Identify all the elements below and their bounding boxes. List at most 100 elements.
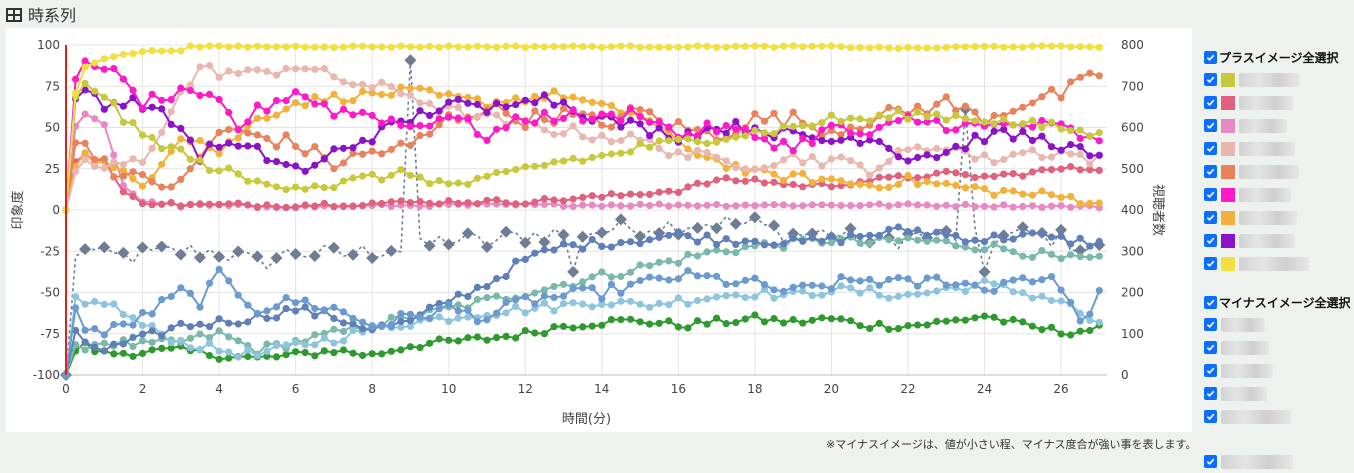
data-point-plus-olive: [445, 180, 453, 188]
checkbox-icon[interactable]: [1204, 341, 1217, 354]
data-point-plus-magenta: [693, 132, 702, 140]
data-point-plus-magenta: [167, 96, 175, 104]
data-point-plus-yellow: [827, 42, 836, 50]
checkbox-icon[interactable]: [1204, 188, 1217, 201]
checkbox-icon[interactable]: [1204, 410, 1217, 423]
data-point-plus-salmon: [674, 118, 683, 126]
data-point-minus-lightblue: [722, 292, 730, 300]
checkbox-icon[interactable]: [1204, 364, 1217, 377]
data-point-plus-magenta: [330, 112, 338, 120]
data-point-plus-rose: [282, 203, 290, 212]
data-point-viewers: [538, 236, 551, 249]
data-point-minus-blue: [1067, 298, 1075, 306]
data-point-minus-teal: [866, 239, 874, 247]
data-point-minus-lightblue: [397, 323, 405, 331]
minus-legend-item[interactable]: [1204, 359, 1352, 382]
data-point-minus-teal: [693, 252, 702, 260]
checkbox-icon[interactable]: [1204, 295, 1217, 309]
data-point-plus-orange: [942, 179, 950, 188]
plus-legend-item[interactable]: [1204, 160, 1352, 183]
data-point-plus-pink: [980, 151, 989, 159]
data-point-plus-rose: [330, 203, 338, 211]
data-point-plus-lightpink: [751, 202, 759, 210]
checkbox-icon[interactable]: [1204, 211, 1217, 224]
data-point-minus-lightblue: [904, 290, 912, 298]
data-point-minus-blue: [741, 276, 749, 284]
data-point-plus-purple: [349, 144, 357, 152]
data-point-minus-steel: [1009, 235, 1017, 243]
checkbox-icon[interactable]: [1204, 257, 1217, 270]
data-point-plus-rose: [990, 172, 998, 180]
data-point-minus-green: [387, 347, 395, 355]
data-point-minus-green: [521, 327, 529, 335]
data-point-plus-yellow: [167, 47, 175, 55]
minus-select-all[interactable]: マイナスイメージ全選択: [1204, 291, 1352, 313]
minus-legend-item[interactable]: [1204, 405, 1352, 428]
viewers-legend-item[interactable]: [1204, 450, 1352, 473]
data-point-viewers: [844, 222, 857, 235]
checkbox-icon[interactable]: [1204, 73, 1217, 86]
minus-legend-item[interactable]: [1204, 382, 1352, 405]
plus-legend-item[interactable]: [1204, 137, 1352, 160]
data-point-plus-purple: [215, 143, 223, 151]
plus-legend-item[interactable]: [1204, 229, 1352, 252]
data-point-plus-magenta: [263, 107, 271, 115]
data-point-plus-purple: [225, 139, 233, 147]
plus-legend-item[interactable]: [1204, 206, 1352, 229]
data-point-minus-steel: [674, 228, 683, 236]
data-point-plus-rose: [569, 195, 577, 203]
data-point-plus-salmon: [91, 155, 99, 164]
y-tick-label: -25: [40, 244, 60, 258]
data-point-minus-lightblue: [215, 347, 223, 355]
x-tick-label: 12: [518, 382, 533, 396]
data-point-plus-purple: [493, 99, 501, 107]
checkbox-icon[interactable]: [1204, 234, 1217, 247]
minus-legend-item[interactable]: [1204, 336, 1352, 359]
data-point-plus-olive: [205, 166, 214, 175]
data-point-viewers: [366, 252, 379, 264]
checkbox-icon[interactable]: [1204, 165, 1217, 178]
plus-select-all[interactable]: プラスイメージ全選択: [1204, 46, 1352, 68]
checkbox-icon[interactable]: [1204, 119, 1217, 132]
data-point-plus-yellow: [272, 43, 281, 51]
data-point-minus-steel: [1067, 240, 1075, 248]
data-point-plus-orange: [961, 184, 970, 192]
data-point-plus-yellow: [301, 43, 309, 51]
checkbox-icon[interactable]: [1204, 96, 1217, 109]
legend-label-redacted: [1221, 363, 1273, 378]
plus-legend-item[interactable]: [1204, 91, 1352, 114]
minus-legend-item[interactable]: [1204, 313, 1352, 336]
data-point-plus-olive: [741, 132, 749, 140]
data-point-minus-blue: [349, 314, 357, 322]
plus-legend-item[interactable]: [1204, 252, 1352, 275]
data-point-minus-steel: [406, 317, 414, 325]
checkbox-icon[interactable]: [1204, 318, 1217, 331]
checkbox-icon[interactable]: [1204, 50, 1217, 64]
data-point-plus-purple: [177, 124, 185, 132]
data-point-minus-blue: [559, 292, 568, 300]
checkbox-icon[interactable]: [1204, 455, 1217, 468]
plus-legend-item[interactable]: [1204, 68, 1352, 91]
data-point-minus-lightblue: [167, 338, 175, 347]
data-point-minus-green: [684, 324, 692, 332]
plus-legend-item[interactable]: [1204, 114, 1352, 137]
data-point-plus-orange: [569, 93, 577, 101]
data-point-plus-salmon: [435, 121, 443, 129]
data-point-plus-rose: [464, 199, 472, 207]
data-point-minus-teal: [1000, 245, 1008, 253]
data-point-plus-yellow: [282, 43, 290, 51]
plus-legend-item[interactable]: [1204, 183, 1352, 206]
checkbox-icon[interactable]: [1204, 142, 1217, 155]
data-point-viewers: [251, 250, 264, 263]
data-point-minus-teal: [196, 330, 204, 338]
data-point-plus-purple: [923, 151, 931, 159]
data-point-plus-pink: [148, 144, 156, 152]
data-point-minus-steel: [177, 319, 185, 327]
data-point-plus-rose: [760, 179, 769, 187]
data-point-plus-lightpink: [722, 202, 730, 210]
checkbox-icon[interactable]: [1204, 387, 1217, 400]
data-point-minus-lightblue: [875, 291, 883, 299]
data-point-minus-steel: [894, 223, 903, 231]
data-point-plus-magenta: [387, 115, 395, 123]
data-point-minus-steel: [914, 226, 922, 234]
